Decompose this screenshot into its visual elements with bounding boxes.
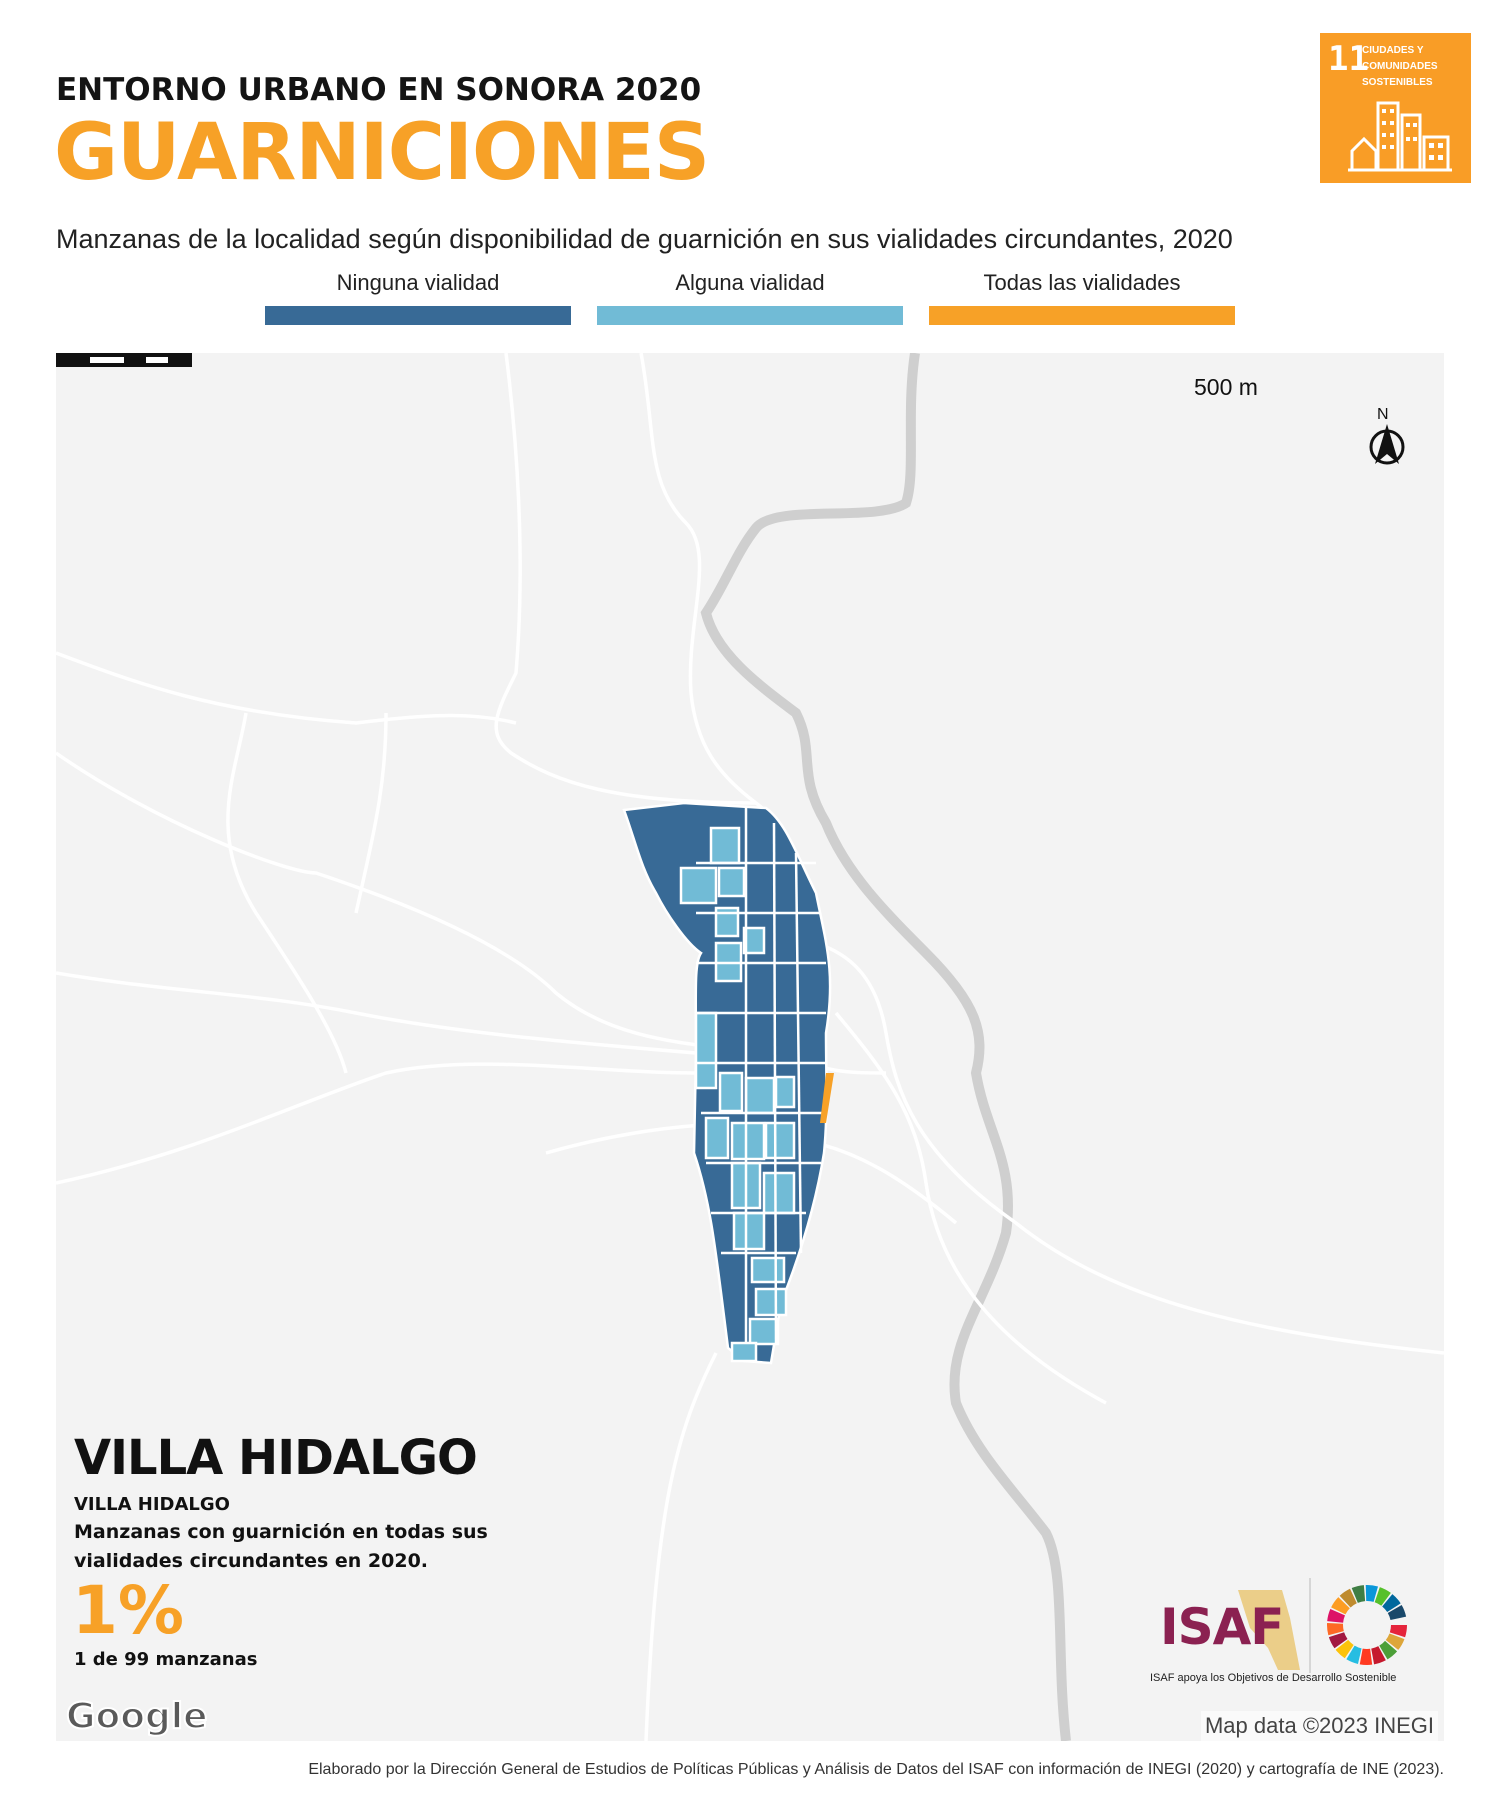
header-kicker: ENTORNO URBANO EN SONORA 2020 [56, 72, 702, 108]
sdg-number: 11 [1328, 39, 1369, 79]
sdg-text-line: SOSTENIBLES [1362, 77, 1433, 88]
municipality-name: VILLA HIDALGO [74, 1494, 230, 1515]
legend-label: Alguna vialidad [675, 270, 825, 295]
sdg-text: CIUDADES Y COMUNIDADES SOSTENIBLES [1362, 43, 1438, 91]
base-map [56, 353, 1444, 1741]
sonora-map-icon [1238, 1578, 1311, 1673]
legend-item-alguna: Alguna vialidad [597, 270, 903, 325]
isaf-logo-block: ISAF ISAF apoya los [1150, 1578, 1440, 1700]
sdg-text-line: COMUNIDADES [1362, 61, 1438, 72]
city-blocks [622, 801, 834, 1365]
map-panel[interactable]: 500 m N VILLA HIDALGO VILLA HIDALGO Manz… [56, 353, 1444, 1741]
river [700, 353, 1071, 1741]
map-subtitle: Manzanas de la localidad según disponibi… [56, 224, 1233, 254]
legend-label: Ninguna vialidad [336, 270, 500, 295]
scale-label: 500 m [1194, 374, 1258, 400]
indicator-percent: 1% [72, 1572, 185, 1649]
legend-swatch-todas [929, 306, 1235, 325]
legend-label: Todas las vialidades [983, 270, 1181, 295]
north-label: N [1377, 406, 1389, 423]
legend-swatch-ninguna [265, 306, 571, 325]
sdg-text-line: CIUDADES Y [1362, 45, 1424, 56]
city-buildings-icon [1348, 101, 1452, 172]
sdg-wheel-icon [1327, 1585, 1407, 1665]
page-title: GUARNICIONES [54, 108, 710, 198]
legend-item-todas: Todas las vialidades [929, 270, 1235, 325]
north-arrow-icon [1369, 424, 1405, 465]
isaf-wordmark: ISAF [1160, 1598, 1284, 1656]
scale-bar [56, 353, 192, 367]
legend-item-ninguna: Ninguna vialidad [265, 270, 571, 325]
indicator-description: Manzanas con guarnición en todas sus via… [74, 1521, 488, 1572]
google-logo: Google [65, 1695, 209, 1738]
legend-swatch-alguna [597, 306, 903, 325]
indicator-count: 1 de 99 manzanas [74, 1649, 258, 1670]
footer-credit: Elaborado por la Dirección General de Es… [308, 1761, 1444, 1778]
road-network [56, 353, 1444, 1741]
locality-name: VILLA HIDALGO [74, 1430, 478, 1486]
block-todas [820, 1073, 834, 1123]
isaf-caption: ISAF apoya los Objetivos de Desarrollo S… [1150, 1672, 1397, 1684]
map-attribution: Map data ©2023 INEGI [1200, 1711, 1438, 1741]
sdg-11-badge: 11 CIUDADES Y COMUNIDADES SOSTENIBLES [1320, 33, 1471, 183]
